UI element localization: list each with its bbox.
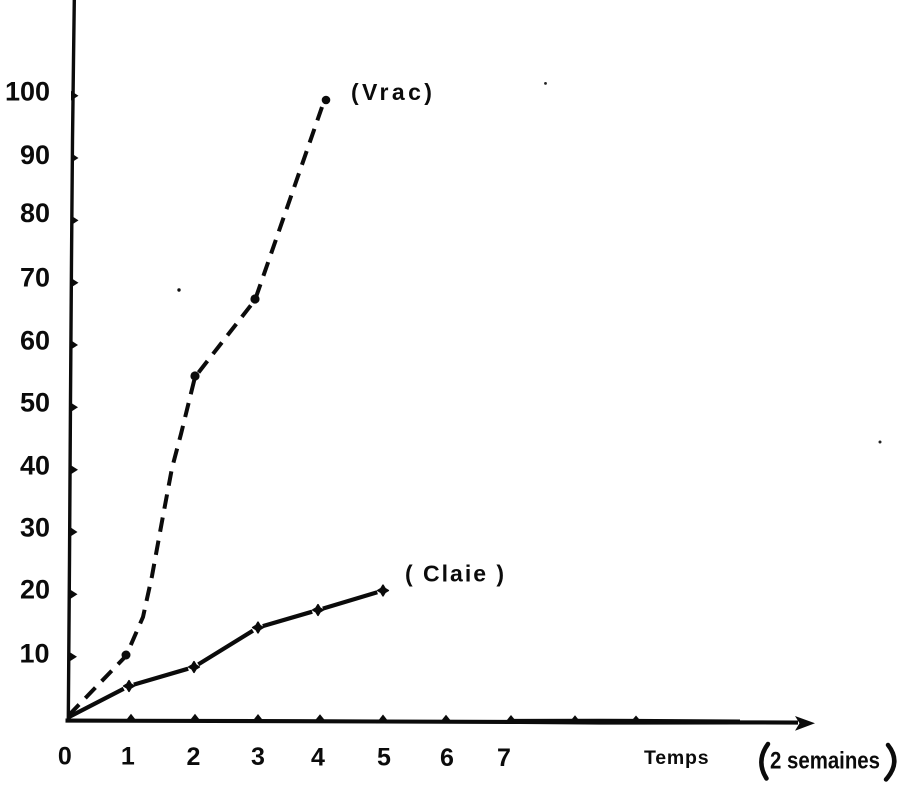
svg-text:80: 80: [20, 198, 50, 228]
svg-text:20: 20: [20, 575, 50, 605]
svg-text:7: 7: [497, 744, 511, 772]
svg-text:4: 4: [311, 744, 325, 772]
svg-text:Temps: Temps: [644, 747, 709, 769]
svg-text:70: 70: [20, 263, 50, 293]
svg-text:90: 90: [20, 140, 50, 170]
svg-text:5: 5: [377, 744, 391, 772]
svg-text:2 semaines: 2 semaines: [770, 748, 880, 775]
svg-text:2: 2: [187, 743, 201, 771]
svg-text:60: 60: [20, 326, 50, 356]
svg-text:100: 100: [5, 77, 50, 107]
svg-text:6: 6: [440, 744, 454, 772]
svg-text:30: 30: [20, 513, 50, 543]
svg-text:1: 1: [121, 743, 135, 771]
svg-text:50: 50: [20, 388, 50, 418]
svg-text:10: 10: [19, 639, 49, 669]
svg-text:( Claie ): ( Claie ): [405, 561, 506, 587]
svg-text:3: 3: [251, 743, 265, 771]
svg-text:(Vrac): (Vrac): [351, 79, 435, 105]
svg-text:0: 0: [58, 743, 72, 771]
svg-text:40: 40: [20, 451, 50, 481]
